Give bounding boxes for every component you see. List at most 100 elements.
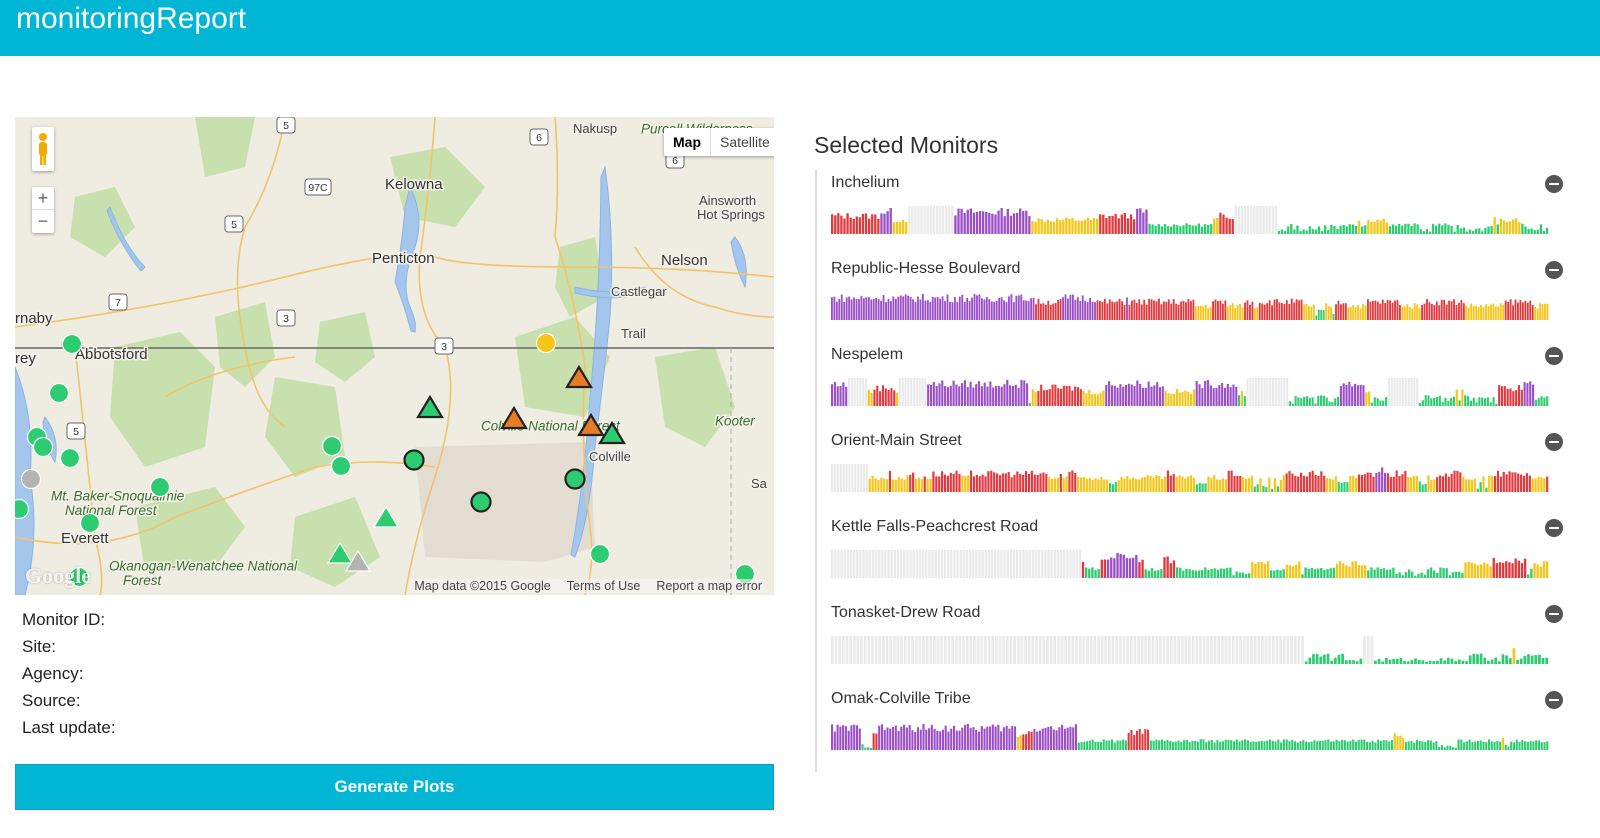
- monitor-marker-triangle[interactable]: [416, 394, 444, 419]
- sparkline-bar: [1172, 560, 1176, 578]
- remove-monitor-icon[interactable]: [1545, 605, 1563, 623]
- sparkline-bar: [1439, 658, 1443, 664]
- monitor-marker-triangle[interactable]: [565, 364, 593, 389]
- report-map-error-link[interactable]: Report a map error: [656, 579, 762, 593]
- monitor-marker-circle[interactable]: [535, 332, 557, 354]
- remove-monitor-icon[interactable]: [1545, 691, 1563, 709]
- monitor-marker-circle[interactable]: [79, 512, 101, 534]
- sparkline-bar: [1323, 475, 1326, 492]
- sparkline-bar: [849, 217, 852, 234]
- monitor-name: Republic-Hesse Boulevard: [831, 260, 1021, 277]
- sparkline-bar: [914, 206, 917, 234]
- monitor-marker-triangle[interactable]: [500, 405, 528, 430]
- sparkline-bar: [1156, 382, 1159, 406]
- sparkline-bar: [1510, 741, 1513, 750]
- generate-plots-button[interactable]: Generate Plots: [15, 764, 774, 810]
- sparkline-bar: [1363, 739, 1366, 750]
- monitor-marker-triangle[interactable]: [598, 420, 626, 445]
- zoom-out-button[interactable]: −: [37, 211, 49, 231]
- map-view[interactable]: 5 97C 5 7 3 3 6 6 5 Kelowna Penticton Nelson Castle…: [15, 117, 774, 595]
- sparkline-bar: [1293, 229, 1296, 234]
- sparkline-bar: [1529, 740, 1532, 750]
- sparkline-bar: [1514, 558, 1517, 578]
- monitor-marker-circle[interactable]: [32, 436, 54, 458]
- monitor-marker-circle[interactable]: [330, 455, 352, 477]
- monitor-sparkline: [831, 723, 1549, 750]
- remove-monitor-icon[interactable]: [1545, 175, 1563, 193]
- sparkline-bar: [834, 215, 837, 234]
- sparkline-bar: [1385, 740, 1388, 750]
- sparkline-bar: [1283, 378, 1286, 406]
- map-type-satellite[interactable]: Satellite: [720, 134, 770, 150]
- sparkline-bar: [1293, 302, 1296, 320]
- monitor-marker-circle[interactable]: [59, 447, 81, 469]
- sparkline-bar: [1253, 486, 1256, 492]
- monitor-marker-circle[interactable]: [321, 435, 343, 457]
- forest-areas: [70, 117, 735, 587]
- sparkline-bar: [1435, 301, 1438, 320]
- sparkline-bar: [1099, 214, 1102, 234]
- monitor-marker-circle[interactable]: [564, 468, 586, 490]
- sparkline-bar: [966, 723, 969, 750]
- sparkline-bar: [1025, 734, 1028, 750]
- terms-of-use-link[interactable]: Terms of Use: [566, 579, 641, 593]
- sparkline-bar: [1539, 303, 1541, 320]
- svg-text:5: 5: [73, 426, 79, 438]
- sparkline-bar: [922, 636, 925, 664]
- sparkline-bar: [1486, 397, 1489, 406]
- sparkline-bar: [1132, 219, 1136, 234]
- monitor-marker-circle[interactable]: [470, 491, 492, 513]
- sparkline-bar: [905, 727, 908, 750]
- remove-monitor-icon[interactable]: [1545, 433, 1563, 451]
- sparkline-bar: [1216, 217, 1219, 234]
- sparkline-bar: [1268, 206, 1271, 234]
- sparkline-bar: [877, 299, 880, 320]
- sparkline-bar: [1207, 308, 1210, 320]
- monitor-marker-circle[interactable]: [68, 566, 90, 588]
- monitor-marker-circle[interactable]: [61, 333, 83, 355]
- zoom-in-button[interactable]: +: [32, 187, 54, 210]
- sparkline-bar: [1140, 477, 1143, 492]
- sparkline-bar: [840, 215, 843, 234]
- monitor-marker-circle[interactable]: [20, 468, 42, 490]
- monitor-marker-circle[interactable]: [149, 476, 171, 498]
- monitor-marker-triangle[interactable]: [326, 541, 354, 564]
- sparkline-bar: [1275, 636, 1279, 664]
- sparkline-bar: [912, 299, 914, 320]
- sparkline-bar: [1319, 656, 1323, 664]
- monitor-marker-circle[interactable]: [403, 449, 425, 471]
- sparkline-bar: [1532, 741, 1535, 750]
- sparkline-bar: [1266, 303, 1269, 320]
- monitor-marker-circle[interactable]: [589, 543, 611, 565]
- remove-monitor-icon[interactable]: [1545, 347, 1563, 365]
- monitor-marker-circle[interactable]: [15, 498, 30, 520]
- map-type-control: Map Satellite: [664, 128, 774, 156]
- sparkline-bar: [1116, 552, 1119, 578]
- sparkline-bar: [1418, 403, 1422, 406]
- sparkline-bar: [1069, 726, 1072, 750]
- sparkline-bar: [1263, 563, 1267, 578]
- monitor-marker-triangle[interactable]: [577, 412, 605, 437]
- sparkline-bar: [955, 730, 958, 750]
- sparkline-bar: [1041, 728, 1044, 750]
- sparkline-bar: [1005, 302, 1008, 320]
- sparkline-bar: [1108, 740, 1111, 750]
- sparkline-bar: [1008, 296, 1010, 320]
- sparkline-bar: [1188, 224, 1191, 234]
- sparkline-bar: [950, 550, 953, 578]
- remove-monitor-icon[interactable]: [1545, 519, 1563, 537]
- map-type-map[interactable]: Map: [664, 128, 711, 156]
- sparkline-bar: [1470, 303, 1473, 320]
- sparkline-bar: [1022, 550, 1025, 578]
- sparkline-bar: [1321, 740, 1324, 750]
- monitor-marker-circle[interactable]: [48, 382, 70, 404]
- sparkline-bar: [1108, 381, 1111, 406]
- sparkline-bar: [1038, 730, 1041, 750]
- remove-monitor-icon[interactable]: [1545, 261, 1563, 279]
- monitor-markers[interactable]: [15, 332, 756, 588]
- monitor-marker-triangle[interactable]: [344, 549, 372, 572]
- monitor-marker-triangle[interactable]: [372, 505, 400, 528]
- street-view-pegman[interactable]: [32, 127, 54, 171]
- sparkline-bar: [1024, 636, 1027, 664]
